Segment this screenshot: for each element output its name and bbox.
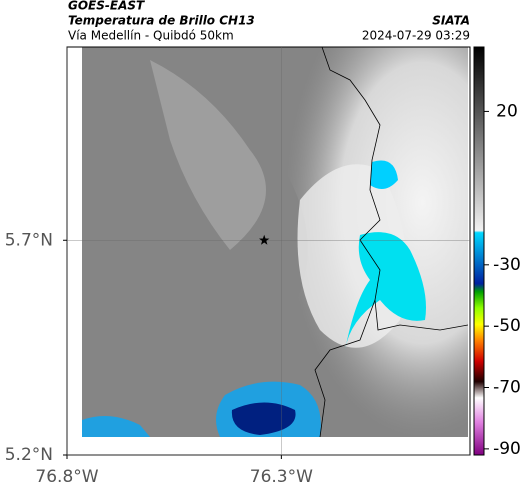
title: GOES-EAST xyxy=(68,0,145,13)
y-tick-label: 5.7°N xyxy=(5,230,53,250)
colorbar-tick-label: -50 xyxy=(493,316,521,336)
colorbar-tick-label: -30 xyxy=(493,255,521,275)
colorbar-tick-label: 20 xyxy=(496,101,518,121)
satellite-image xyxy=(82,47,468,437)
y-tick-label: 5.2°N xyxy=(5,445,53,465)
cold-cloud-core xyxy=(231,402,296,435)
border xyxy=(314,299,376,437)
cold-cloud xyxy=(370,160,398,189)
colorbar-tick-label: -90 xyxy=(493,439,521,459)
cloud-band xyxy=(150,60,266,250)
source: SIATA xyxy=(432,14,470,28)
x-tick-label: 76.3°W xyxy=(250,467,313,487)
x-tick-label: 76.8°W xyxy=(35,467,98,487)
cold-cloud xyxy=(345,232,426,350)
colorbar-tick-label: -70 xyxy=(493,378,521,398)
cold-cloud xyxy=(82,416,150,437)
region: Vía Medellín - Quibdó 50km xyxy=(68,29,234,43)
timestamp: 2024-07-29 03:29 xyxy=(362,29,470,43)
colorbar xyxy=(473,46,485,456)
location-marker xyxy=(259,234,270,245)
subtitle: Temperatura de Brillo CH13 xyxy=(68,14,255,28)
border xyxy=(321,47,468,331)
cloud-bright xyxy=(297,164,407,348)
